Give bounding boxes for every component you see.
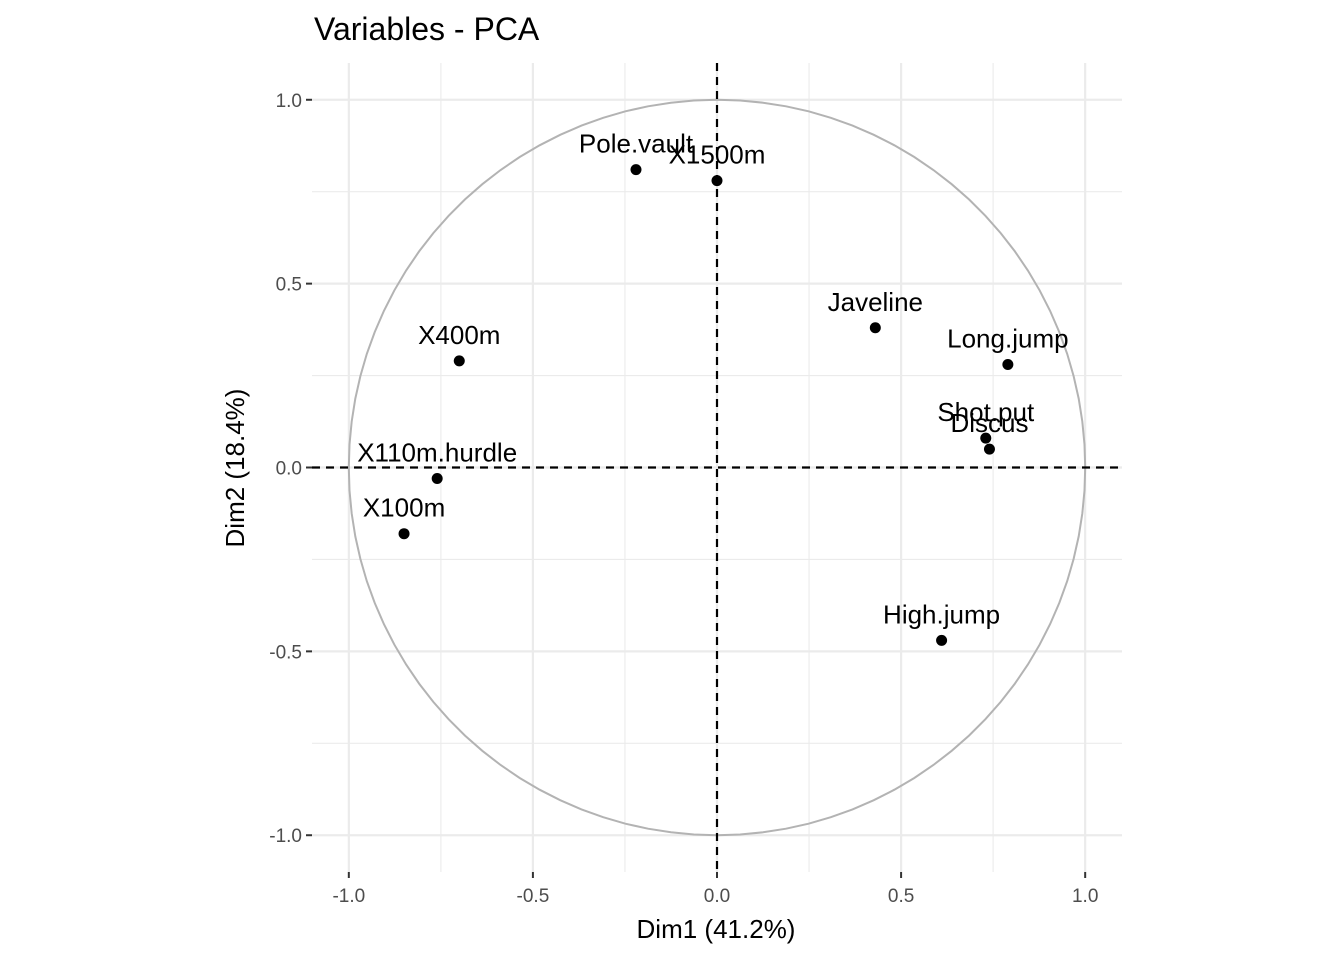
- y-tick-label: 0.5: [276, 275, 302, 296]
- data-point: [711, 175, 723, 187]
- y-tick-label: 1.0: [276, 91, 302, 112]
- data-point: [431, 473, 443, 485]
- data-label: Discus: [950, 408, 1028, 438]
- data-point: [398, 528, 410, 540]
- data-label: Javeline: [828, 287, 923, 317]
- y-axis-title: Dim2 (18.4%): [220, 389, 250, 548]
- x-tick-label: -1.0: [332, 886, 365, 907]
- x-tick-label: 0.0: [704, 886, 730, 907]
- x-axis-title: Dim1 (41.2%): [637, 914, 796, 944]
- data-point: [630, 164, 642, 176]
- data-point: [869, 322, 881, 334]
- data-label: Pole.vault: [579, 129, 694, 159]
- data-points: [398, 164, 1014, 646]
- data-label: High.jump: [883, 599, 1000, 629]
- y-tick-label: 0.0: [276, 459, 302, 480]
- correlation-circle: [347, 98, 1087, 837]
- x-tick-label: 1.0: [1072, 886, 1098, 907]
- x-tick-label: 0.5: [888, 886, 914, 907]
- data-point: [453, 355, 465, 367]
- unit-circle: [347, 98, 1087, 837]
- data-point: [936, 634, 948, 646]
- data-label: X400m: [418, 320, 500, 350]
- y-tick-label: -0.5: [269, 642, 302, 663]
- y-tick-label: -1.0: [269, 826, 302, 847]
- data-point: [983, 443, 995, 455]
- chart-title: Variables - PCA: [314, 11, 540, 47]
- axis-ticks: -1.0 -0.5 0.0 0.5 1.0 -1.0 -0.5 0.0 0.5 1.0: [269, 91, 1098, 907]
- data-label: X100m: [363, 493, 445, 523]
- data-label: Shot.put: [937, 397, 1035, 427]
- data-label: Long.jump: [947, 324, 1068, 354]
- reference-lines: [312, 63, 1122, 872]
- data-label: X110m.hurdle: [357, 438, 517, 468]
- data-point: [1002, 359, 1014, 371]
- x-tick-label: -0.5: [517, 886, 550, 907]
- data-point: [980, 432, 992, 444]
- data-label: X1500m: [669, 140, 766, 170]
